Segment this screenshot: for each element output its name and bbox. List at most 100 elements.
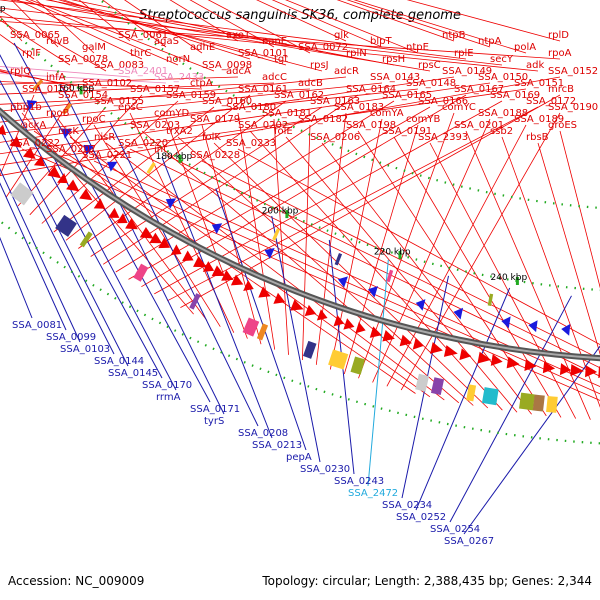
forward-gene-label: SSA_0228 <box>190 150 240 161</box>
forward-gene-arrow <box>369 326 382 338</box>
reverse-gene-arrow <box>165 198 177 209</box>
reverse-gene-arrow <box>415 299 426 311</box>
forward-gene-arrow <box>57 173 68 184</box>
reverse-connector <box>0 182 67 331</box>
forward-gene-label: agaS <box>154 36 179 47</box>
reverse-gene-arrow <box>528 320 538 333</box>
forward-gene-label: SSA_2433 <box>154 72 204 83</box>
forward-gene-label: SSA_2401 <box>118 66 168 77</box>
forward-gene-arrow <box>221 269 234 281</box>
forward-gene-label: SSA_0180 <box>226 102 276 113</box>
forward-gene-arrow <box>9 136 22 148</box>
forward-gene-label: ntpB <box>442 30 466 41</box>
forward-gene-label: ctpA <box>190 78 213 89</box>
forward-connector <box>105 142 445 401</box>
reverse-gene-arrow <box>368 286 378 298</box>
genome-backbone <box>0 107 600 362</box>
forward-gene-label: SSA_0198 <box>346 120 396 131</box>
feature-box <box>133 263 149 282</box>
feature-box <box>189 293 201 310</box>
genome-summary: Topology: circular; Length: 2,388,435 bp… <box>262 574 592 588</box>
reverse-gene-label: SSA_0267 <box>444 536 494 547</box>
forward-gene-label: adcA <box>226 66 251 77</box>
reverse-gene-label: SSA_0144 <box>94 356 144 367</box>
forward-gene-arrow <box>258 286 271 298</box>
reverse-gene-label: SSA_2472 <box>348 488 398 499</box>
forward-gene-label: ntpE <box>406 42 429 53</box>
feature-box <box>415 373 430 392</box>
forward-connector <box>0 71 95 90</box>
forward-gene-label: SSA_0102 <box>82 78 132 89</box>
reverse-connector <box>60 84 225 415</box>
reverse-connector <box>449 295 572 523</box>
forward-gene-label: rpoB <box>46 108 70 119</box>
forward-gene-label: folE <box>274 126 293 137</box>
forward-gene-label: comYD <box>154 108 189 119</box>
forward-gene-arrow <box>477 351 492 364</box>
feature-box <box>79 231 93 248</box>
reverse-gene-arrow <box>83 144 94 155</box>
forward-gene-label: SSA_0065 <box>10 30 60 41</box>
forward-connector <box>0 19 71 66</box>
forward-connector <box>29 0 215 72</box>
forward-gene-arrow <box>193 256 207 268</box>
forward-gene-arrow <box>524 359 537 371</box>
feature-box <box>350 356 366 375</box>
forward-gene-label: nanE <box>262 36 287 47</box>
forward-gene-label: rpsH <box>382 54 405 65</box>
forward-gene-label: comYA <box>370 108 404 119</box>
forward-gene-arrow <box>170 244 182 255</box>
forward-gene-label: SSA_0164 <box>346 84 396 95</box>
forward-connector <box>0 16 539 72</box>
forward-gene-arrows <box>0 124 600 379</box>
forward-gene-label: rplQ <box>10 66 31 77</box>
forward-gene-label: SSA_0191 <box>382 126 432 137</box>
reverse-connector <box>161 157 273 439</box>
reverse-gene-label: SSA_0081 <box>12 320 62 331</box>
kbp-tick-label: 180 kbp <box>156 152 193 162</box>
forward-gene-label: rplE <box>454 48 474 59</box>
reverse-connector <box>109 122 259 427</box>
feature-box <box>519 392 535 411</box>
reverse-gene-arrow <box>561 323 571 336</box>
forward-connector <box>90 106 323 257</box>
forward-gene-label: rpsJ <box>310 60 329 71</box>
forward-gene-arrow <box>412 337 424 350</box>
backbone-highlight <box>0 109 600 360</box>
forward-gene-label: int <box>154 144 167 155</box>
reverse-gene-arrow <box>501 316 511 329</box>
feature-box <box>546 395 558 413</box>
feature-box <box>10 182 34 206</box>
forward-gene-label: SSA_0169 <box>490 90 540 101</box>
forward-gene-label: SSA_0148 <box>406 78 456 89</box>
forward-connector <box>0 76 347 112</box>
reverse-gene-label: SSA_0171 <box>190 404 240 415</box>
reverse-connector <box>0 79 163 379</box>
forward-connector <box>57 118 208 321</box>
reverse-gene-arrow <box>107 161 118 172</box>
kbp-tick-label: 160 kbp <box>57 84 94 94</box>
forward-gene-label: SSA_0189 <box>514 114 564 125</box>
forward-connector <box>0 20 561 60</box>
forward-gene-label: SSA_0188 <box>478 108 528 119</box>
kbp-tick <box>398 251 402 259</box>
forward-connector <box>406 0 561 42</box>
kbp-tick <box>178 154 182 163</box>
reverse-gene-label: SSA_0103 <box>60 344 110 355</box>
forward-gene-arrow <box>490 354 503 366</box>
reverse-connector <box>0 54 177 391</box>
forward-connector <box>0 66 131 78</box>
forward-connector <box>400 112 561 391</box>
forward-gene-label: epsC <box>118 102 143 113</box>
reverse-gene-label: SSA_0208 <box>238 428 288 439</box>
reverse-gene-arrow <box>453 307 464 320</box>
forward-gene-label: SSA_0222 <box>10 138 60 149</box>
dotted-rings <box>0 0 600 445</box>
forward-connector <box>321 142 532 415</box>
forward-gene-label: SSA_0155 <box>94 96 144 107</box>
forward-gene-label: SSA_0181 <box>262 108 312 119</box>
forward-gene-label: thrC <box>130 48 151 59</box>
forward-gene-label: SSA_0203 <box>130 120 180 131</box>
forward-gene-label: SSA_0202 <box>238 120 288 131</box>
